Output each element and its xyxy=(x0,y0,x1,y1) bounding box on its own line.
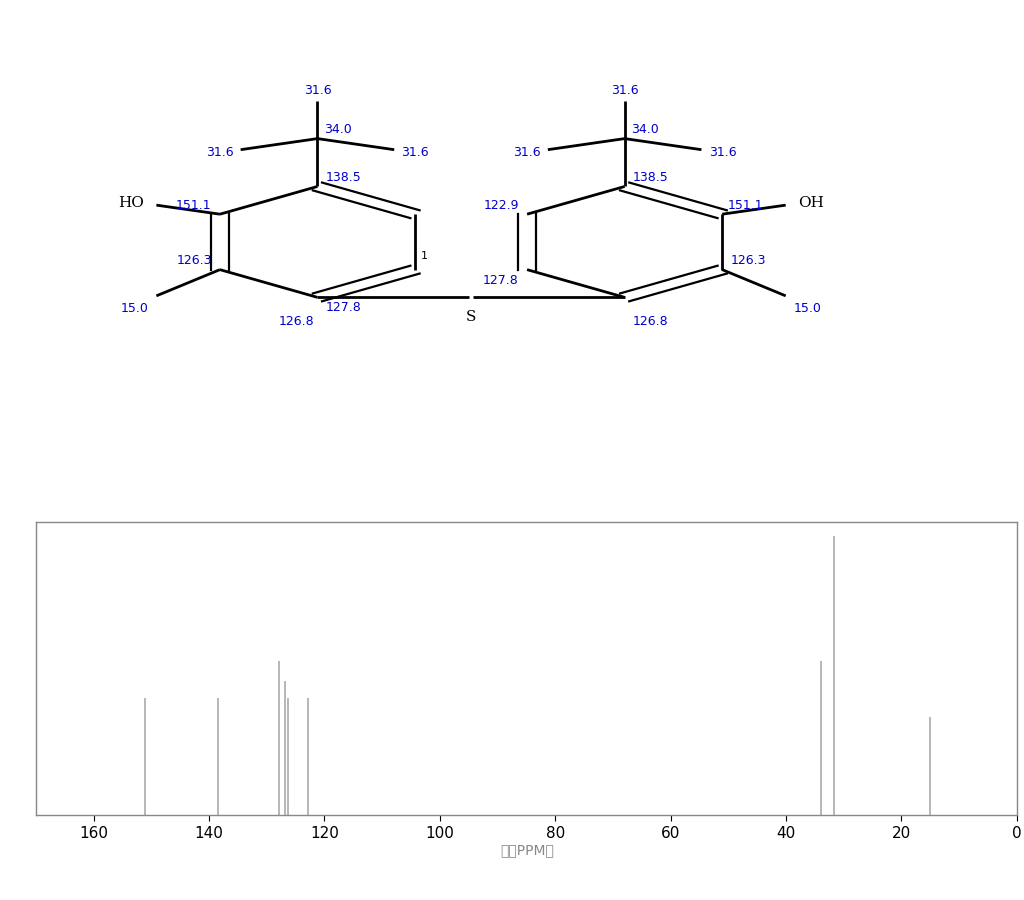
Text: 31.6: 31.6 xyxy=(304,85,331,97)
Text: 151.1: 151.1 xyxy=(176,199,212,212)
Text: 127.8: 127.8 xyxy=(326,302,361,314)
Text: 138.5: 138.5 xyxy=(326,171,361,184)
Text: 126.3: 126.3 xyxy=(730,254,766,267)
Text: 34.0: 34.0 xyxy=(631,123,658,136)
Text: 1: 1 xyxy=(421,250,428,261)
Text: 31.6: 31.6 xyxy=(513,146,541,159)
Text: 34.0: 34.0 xyxy=(324,123,351,136)
Text: OH: OH xyxy=(798,195,824,210)
Text: 126.3: 126.3 xyxy=(176,254,212,267)
Text: HO: HO xyxy=(118,195,144,210)
Text: 31.6: 31.6 xyxy=(611,85,638,97)
Text: 15.0: 15.0 xyxy=(121,302,148,315)
Text: 138.5: 138.5 xyxy=(633,171,669,184)
Text: 31.6: 31.6 xyxy=(206,146,233,159)
Text: 31.6: 31.6 xyxy=(709,146,736,159)
Text: 盖德PPM网: 盖德PPM网 xyxy=(501,843,554,858)
Text: 122.9: 122.9 xyxy=(483,199,519,212)
Text: 127.8: 127.8 xyxy=(483,274,519,287)
Text: 151.1: 151.1 xyxy=(727,199,763,212)
Text: 31.6: 31.6 xyxy=(401,146,429,159)
Text: 15.0: 15.0 xyxy=(794,302,821,315)
Text: 126.8: 126.8 xyxy=(280,315,314,328)
Text: S: S xyxy=(466,310,476,324)
Text: 126.8: 126.8 xyxy=(633,315,668,328)
